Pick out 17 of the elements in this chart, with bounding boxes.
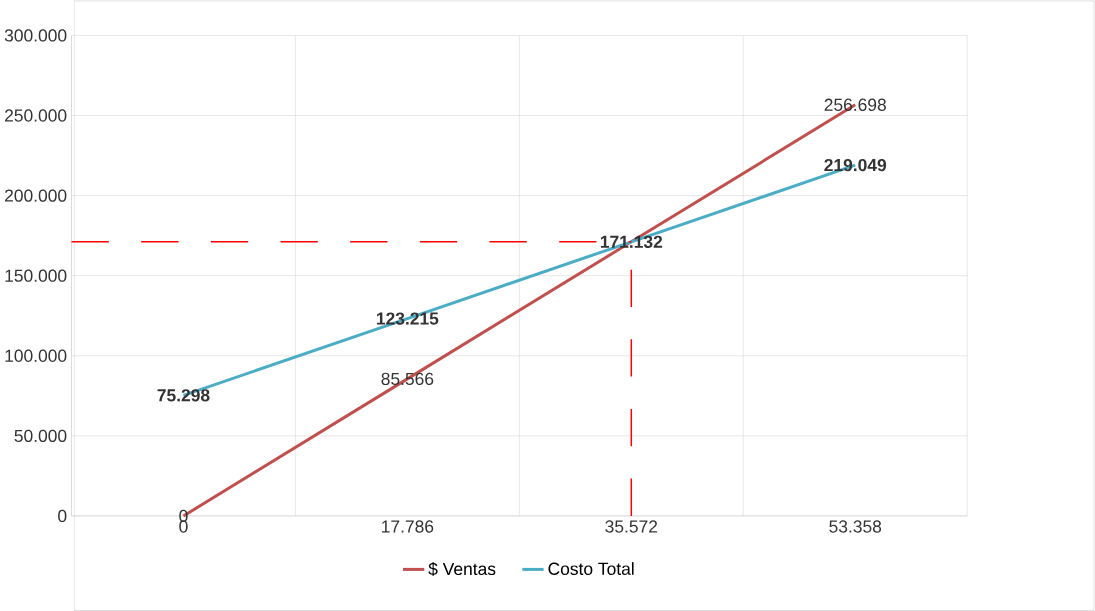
y-tick-label: 0 bbox=[58, 509, 67, 523]
x-tick-label: 0 bbox=[179, 520, 188, 533]
legend-label: Costo Total bbox=[548, 562, 634, 575]
legend-label: $ Ventas bbox=[428, 561, 496, 577]
y-tick-label: 250.000 bbox=[5, 109, 67, 122]
x-tick-label: 35.572 bbox=[605, 520, 658, 533]
y-tick-label: 50.000 bbox=[14, 429, 67, 442]
y-tick-label: 100.000 bbox=[5, 349, 67, 362]
y-tick-label: 300.000 bbox=[4, 29, 67, 42]
x-tick-label: 17.786 bbox=[382, 520, 434, 533]
y-tick-label: 200.000 bbox=[5, 189, 67, 202]
data-label: 75.298 bbox=[157, 389, 210, 402]
data-label: 256.698 bbox=[824, 98, 886, 111]
y-tick-label: 150.000 bbox=[5, 269, 67, 282]
data-label: 0 bbox=[179, 509, 188, 523]
x-tick-label: 53.358 bbox=[829, 520, 882, 533]
data-label: 219.049 bbox=[824, 158, 887, 172]
